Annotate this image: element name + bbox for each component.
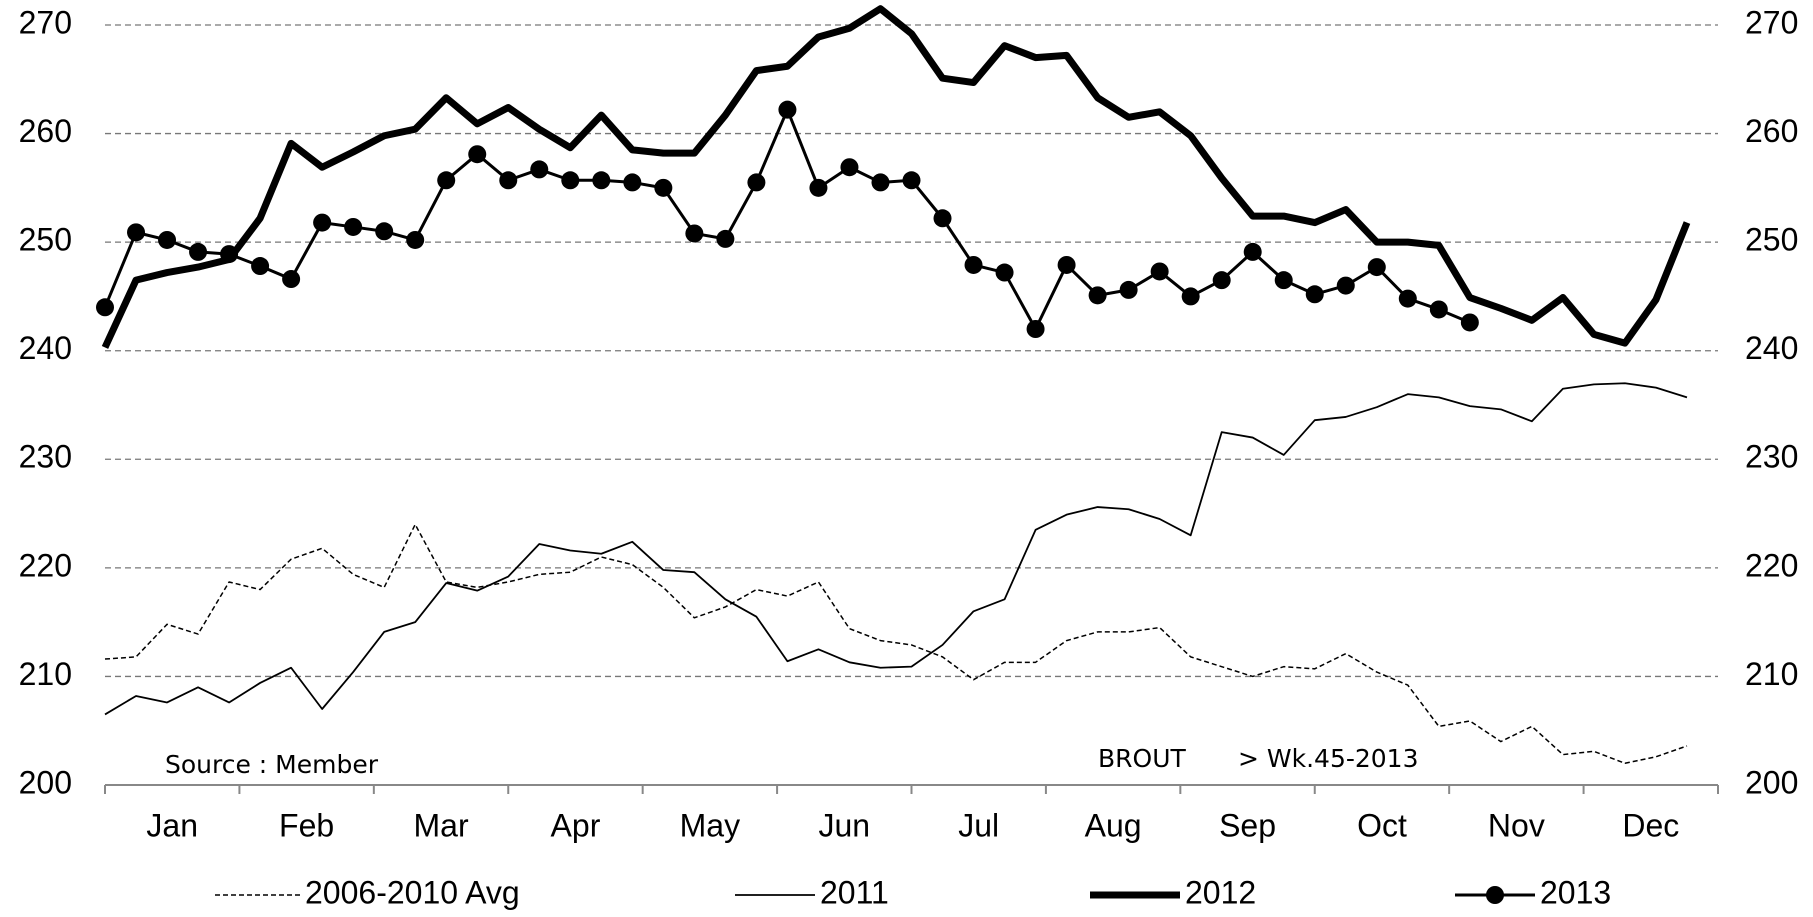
point xyxy=(933,209,952,228)
legend-label: 2011 xyxy=(820,874,889,910)
point xyxy=(1181,287,1200,306)
x-tick-label: Nov xyxy=(1488,807,1545,843)
point xyxy=(964,255,983,274)
point xyxy=(1367,258,1386,277)
point xyxy=(654,178,673,197)
point xyxy=(1274,271,1293,290)
annotation: > Wk.45-2013 xyxy=(1238,744,1419,773)
point xyxy=(1398,289,1417,308)
y2-tick-label: 210 xyxy=(1745,656,1798,692)
point xyxy=(468,145,487,164)
point xyxy=(282,270,301,289)
point xyxy=(189,242,208,261)
legend-label: 2006-2010 Avg xyxy=(305,874,520,910)
point xyxy=(1429,300,1448,319)
y-tick-label: 270 xyxy=(19,4,72,40)
point xyxy=(1088,286,1107,305)
point xyxy=(871,173,890,192)
y2-tick-label: 240 xyxy=(1745,330,1798,366)
point xyxy=(1305,285,1324,304)
y-tick-label: 220 xyxy=(19,547,72,583)
point xyxy=(561,171,580,190)
series-line xyxy=(104,382,1688,716)
x-tick-label: Jul xyxy=(958,807,999,843)
y2-tick-label: 270 xyxy=(1745,4,1798,40)
point xyxy=(995,263,1014,282)
point xyxy=(375,222,394,241)
y2-tick-label: 220 xyxy=(1745,547,1798,583)
point xyxy=(1243,242,1262,261)
point xyxy=(437,171,456,190)
point xyxy=(127,223,146,242)
x-tick-label: Mar xyxy=(413,807,468,843)
legend-label: 2013 xyxy=(1540,874,1611,910)
x-tick-label: Dec xyxy=(1622,807,1679,843)
point xyxy=(809,178,828,197)
legend-label: 2012 xyxy=(1185,874,1256,910)
point xyxy=(592,171,611,190)
y2-tick-label: 250 xyxy=(1745,222,1798,258)
point xyxy=(530,160,549,179)
point xyxy=(902,171,921,190)
x-tick-label: May xyxy=(680,807,740,843)
x-tick-label: Jan xyxy=(146,807,198,843)
x-tick-label: Sep xyxy=(1219,807,1276,843)
y-tick-label: 200 xyxy=(19,764,72,800)
point xyxy=(1460,313,1479,332)
point xyxy=(251,257,270,276)
point xyxy=(499,171,518,190)
point xyxy=(158,230,177,249)
point xyxy=(623,173,642,192)
y-tick-label: 260 xyxy=(19,113,72,149)
x-tick-label: Aug xyxy=(1085,807,1142,843)
y2-tick-label: 230 xyxy=(1745,439,1798,475)
x-tick-label: Oct xyxy=(1357,807,1407,843)
source-note: Source : Member xyxy=(165,750,379,779)
point xyxy=(747,173,766,192)
legend-marker xyxy=(1486,886,1504,904)
x-tick-label: Feb xyxy=(279,807,334,843)
point xyxy=(716,229,735,248)
point xyxy=(1336,276,1355,295)
point xyxy=(406,230,425,249)
annotation: BROUT xyxy=(1098,744,1186,773)
y-tick-label: 230 xyxy=(19,439,72,475)
point xyxy=(220,245,239,264)
point xyxy=(685,224,704,243)
point xyxy=(1026,320,1045,338)
y2-tick-label: 260 xyxy=(1745,113,1798,149)
point xyxy=(313,213,332,232)
x-tick-label: Apr xyxy=(551,807,601,843)
y-tick-label: 240 xyxy=(19,330,72,366)
y-tick-label: 210 xyxy=(19,656,72,692)
point xyxy=(778,100,797,119)
point xyxy=(344,217,363,236)
y-tick-label: 250 xyxy=(19,222,72,258)
point xyxy=(1119,280,1138,299)
series-line xyxy=(104,523,1688,765)
point xyxy=(1212,271,1231,290)
point xyxy=(840,158,859,177)
series-line xyxy=(101,5,1691,349)
y2-tick-label: 200 xyxy=(1745,764,1798,800)
point xyxy=(1057,255,1076,274)
point xyxy=(96,298,114,317)
point xyxy=(1150,262,1169,281)
x-tick-label: Jun xyxy=(818,807,870,843)
